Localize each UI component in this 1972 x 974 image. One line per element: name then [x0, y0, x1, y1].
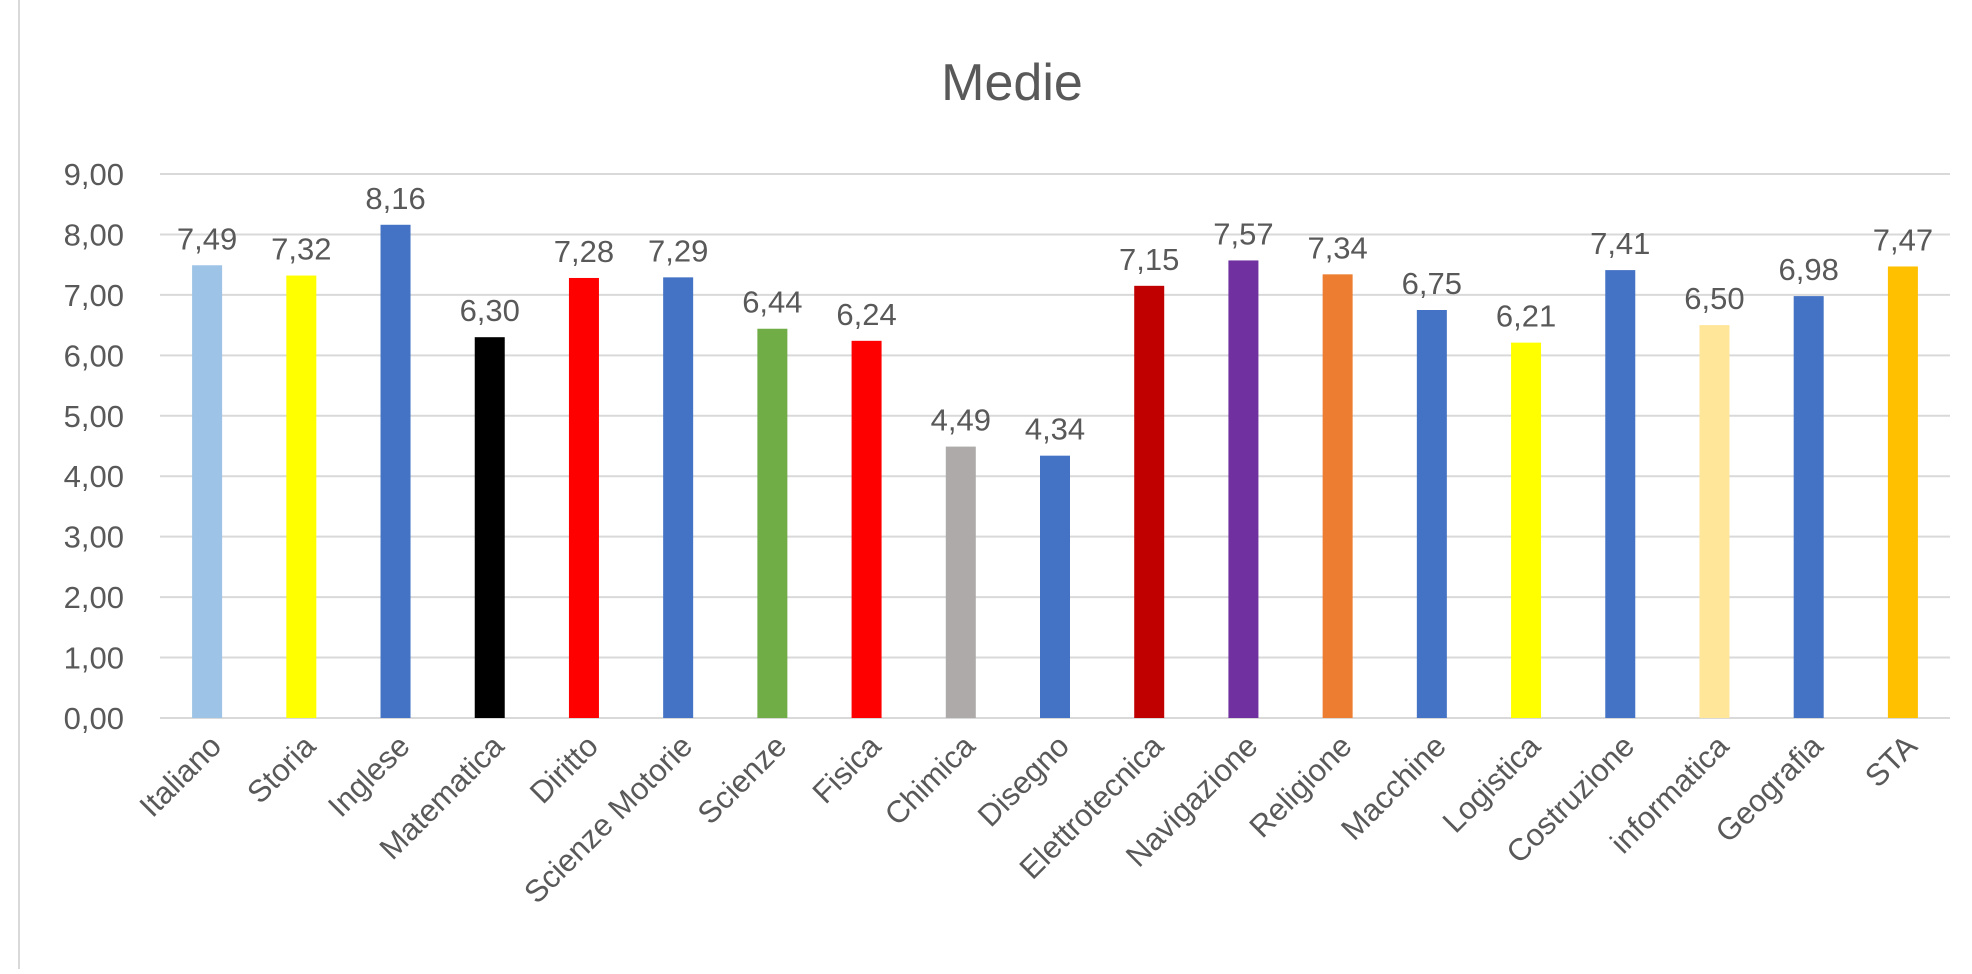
y-tick-label: 3,00 — [64, 520, 124, 555]
data-label: 4,34 — [1025, 412, 1085, 447]
bar-geografia — [1793, 296, 1824, 718]
data-label: 8,16 — [365, 181, 425, 216]
bar-logistica — [1511, 342, 1542, 718]
bar-scienze — [757, 328, 788, 718]
x-tick-label: STA — [1858, 728, 1924, 794]
y-tick-label: 9,00 — [64, 157, 124, 192]
x-tick-label: Fisica — [806, 728, 889, 811]
data-labels: 7,49 7,32 8,16 6,30 7,28 7,29 6,44 6,24 4,49 4,34… — [177, 181, 1933, 447]
y-tick-label: 6,00 — [64, 338, 124, 373]
bar-macchine — [1416, 310, 1447, 718]
bar-informatica — [1699, 325, 1730, 718]
bar-elettrotecnica — [1134, 285, 1165, 718]
bar-religione — [1322, 274, 1353, 718]
y-tick-label: 8,00 — [64, 217, 124, 252]
data-label: 7,49 — [177, 221, 237, 256]
data-label: 7,47 — [1873, 222, 1933, 257]
y-tick-label: 0,00 — [64, 701, 124, 736]
data-label: 6,24 — [836, 297, 896, 332]
bar-matematica — [474, 337, 505, 718]
bar-sta — [1887, 266, 1918, 718]
bar-costruzione — [1605, 270, 1636, 718]
x-tick-label: Inglese — [321, 728, 416, 823]
x-tick-label: Diritto — [523, 728, 605, 810]
bars — [192, 224, 1918, 719]
data-label: 6,21 — [1496, 299, 1556, 334]
bar-disegno — [1040, 455, 1070, 718]
data-label: 7,15 — [1119, 242, 1179, 277]
bar-scienze-motorie — [663, 277, 694, 718]
data-label: 6,98 — [1779, 252, 1839, 287]
bar-diritto — [568, 277, 599, 718]
y-tick-label: 5,00 — [64, 399, 124, 434]
data-label: 6,50 — [1684, 281, 1744, 316]
data-label: 7,32 — [271, 232, 331, 267]
chart-title: Medie — [941, 54, 1083, 112]
data-label: 7,28 — [554, 234, 614, 269]
bar-navigazione — [1228, 260, 1259, 718]
x-tick-label: Italiano — [133, 728, 228, 823]
data-label: 6,30 — [460, 293, 520, 328]
data-label: 7,34 — [1307, 230, 1367, 265]
bar-italiano — [192, 265, 223, 718]
bar-inglese — [380, 224, 411, 719]
data-label: 7,57 — [1213, 216, 1273, 251]
bar-chimica — [945, 446, 976, 718]
bar-fisica — [851, 340, 882, 718]
x-tick-label: Scienze — [691, 728, 794, 831]
data-label: 4,49 — [931, 403, 991, 438]
x-tick-label: Chimica — [878, 728, 982, 832]
data-label: 7,29 — [648, 233, 708, 268]
x-tick-label: Macchine — [1334, 728, 1453, 847]
data-label: 7,41 — [1590, 226, 1650, 261]
bar-storia — [286, 275, 317, 718]
data-label: 6,75 — [1402, 266, 1462, 301]
y-tick-label: 1,00 — [64, 641, 124, 676]
y-tick-label: 7,00 — [64, 278, 124, 313]
data-label: 6,44 — [742, 285, 802, 320]
y-tick-label: 2,00 — [64, 580, 124, 615]
chart-frame-border — [18, 0, 20, 969]
x-tick-label: Scienze Motorie — [517, 728, 699, 910]
x-tick-label: Storia — [240, 728, 323, 811]
y-tick-label: 4,00 — [64, 459, 124, 494]
y-axis-ticks: 0,00 1,00 2,00 3,00 4,00 5,00 6,00 7,00 8,00 9,00 — [64, 157, 124, 736]
